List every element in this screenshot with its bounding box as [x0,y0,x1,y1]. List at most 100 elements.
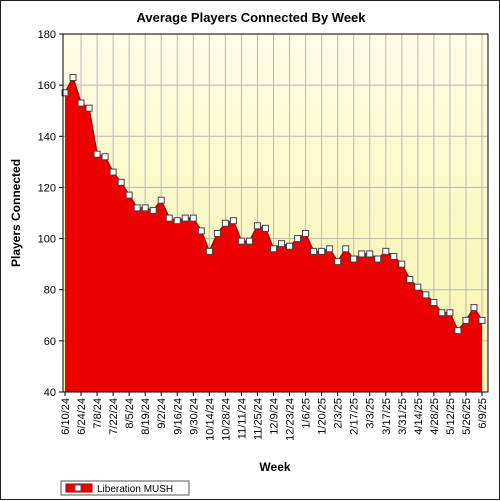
data-point [294,235,302,243]
data-point [173,217,181,225]
data-point [462,316,470,324]
x-tick-label: 9/2/24 [156,398,168,429]
x-tick-label: 2/3/25 [333,398,345,429]
data-point [358,250,366,258]
data-point [165,214,173,222]
y-tick-label: 120 [38,182,56,194]
x-axis-label: Week [259,460,290,474]
data-point [366,250,374,258]
data-point [270,245,277,253]
x-tick-label: 7/8/24 [92,398,104,429]
x-tick-label: 10/14/24 [204,398,216,441]
x-tick-label: 8/5/24 [124,398,136,429]
data-point [197,227,205,235]
data-point [109,168,117,176]
area-fill [65,77,482,392]
data-point [438,309,446,317]
legend-box [60,480,190,496]
x-tick-label: 5/12/25 [445,398,457,435]
data-point [334,258,342,266]
x-tick-label: 5/26/25 [461,398,473,435]
data-point [390,252,398,260]
x-tick-label: 4/14/25 [413,398,425,435]
data-point [382,247,390,255]
data-point [253,222,261,230]
x-tick-label: 12/23/24 [285,398,297,441]
data-point [326,245,334,253]
data-point [302,229,310,237]
x-tick-label: 6/10/24 [60,398,72,435]
data-point [61,89,69,97]
data-point [117,178,125,186]
data-point [414,283,422,291]
x-tick-label: 4/28/25 [429,398,441,435]
x-tick-label: 10/28/24 [220,398,232,441]
y-tick-label: 180 [38,29,56,41]
data-point [446,309,454,317]
x-tick-label: 12/9/24 [269,398,281,435]
legend: Liberation MUSH [60,480,190,496]
data-point [101,153,109,161]
legend-marker [74,484,82,492]
x-tick-label: 2/17/25 [349,398,361,435]
y-tick-label: 100 [38,234,56,246]
data-point [133,204,141,212]
x-tick-label: 1/6/25 [301,398,313,429]
data-point [181,214,189,222]
data-point [141,204,149,212]
data-point [93,150,101,158]
data-point [398,260,406,268]
chart-title: Average Players Connected By Week [136,10,366,25]
data-point [430,299,438,306]
data-point [261,224,269,232]
data-point [245,237,253,245]
data-point [278,240,286,248]
x-tick-label: 6/9/25 [477,398,489,429]
data-point [478,316,486,324]
legend-label: Liberation MUSH [97,484,173,495]
data-point [205,247,213,255]
y-tick-label: 40 [44,387,56,399]
data-point [229,217,237,225]
x-tick-label: 6/24/24 [76,398,88,435]
x-tick-label: 3/31/25 [397,398,409,435]
data-point [149,206,157,214]
x-tick-label: 3/3/25 [365,398,377,429]
data-point [85,104,93,112]
data-point [406,275,414,283]
data-point [470,304,478,312]
series-points [61,73,486,335]
data-point [77,99,85,107]
y-axis-label: Players Connected [9,159,23,267]
x-tick-label: 3/17/25 [381,398,393,435]
data-point [189,214,197,222]
data-point [454,327,462,335]
x-tick-label: 11/25/24 [252,398,264,440]
data-point [286,242,294,250]
x-tick-label: 1/20/25 [317,398,329,435]
y-tick-label: 60 [44,336,56,348]
data-point [237,237,245,245]
x-tick-label: 9/30/24 [188,398,200,435]
data-point [213,229,221,237]
data-point [221,219,229,227]
plot-border [62,33,489,393]
y-tick-label: 160 [38,80,56,92]
y-tick-label: 140 [38,131,56,143]
y-axis-ticks: 40 60 80 100 120 140 160 180 [38,29,63,399]
data-point [157,196,165,204]
x-tick-label: 11/11/24 [236,398,248,439]
x-tick-label: 8/19/24 [140,398,152,435]
y-tick-label: 80 [44,285,56,297]
x-tick-label: 9/16/24 [172,398,184,435]
data-point [422,291,430,299]
x-axis-ticks: 6/10/24 6/24/24 7/8/24 7/22/24 8/5/24 8/19/24… [60,392,489,441]
data-point [125,191,133,199]
data-point [69,73,77,81]
data-point [374,255,382,263]
data-point [310,247,318,255]
data-point [342,245,350,253]
data-point [350,255,358,263]
